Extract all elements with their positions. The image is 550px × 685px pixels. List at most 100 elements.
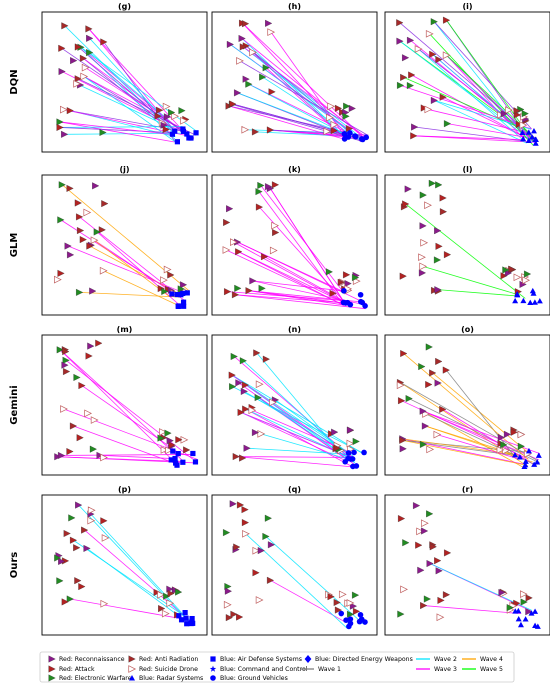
attack-line (81, 385, 179, 453)
red-unit-marker (399, 436, 407, 444)
red-unit-marker (439, 208, 448, 216)
legend-marker (129, 675, 135, 681)
red-unit-marker (86, 49, 94, 57)
red-unit-marker (429, 369, 437, 377)
red-unit-marker (330, 120, 339, 129)
red-unit-marker (519, 121, 528, 130)
blue-unit-marker (174, 139, 181, 145)
red-unit-marker (60, 105, 68, 114)
attack-line (240, 412, 348, 457)
blue-unit-marker (184, 621, 190, 627)
blue-unit-marker (350, 463, 356, 470)
red-unit-marker (251, 128, 260, 136)
attack-line (400, 382, 539, 462)
panel-k: (k) (211, 165, 378, 316)
panel-title: (p) (118, 485, 131, 494)
row-label: Ours (9, 552, 20, 579)
blue-unit-marker (515, 615, 522, 622)
attack-line (445, 369, 513, 454)
red-unit-marker (434, 557, 442, 565)
red-unit-marker (419, 262, 428, 271)
red-unit-marker (57, 269, 65, 277)
red-unit-marker (158, 605, 166, 613)
attack-line (59, 349, 173, 461)
legend-item: Red: Electronic Warfare (48, 674, 132, 682)
blue-unit-marker (520, 297, 527, 304)
panel-o: (o) (384, 325, 550, 476)
row-label: Gemini (9, 385, 20, 424)
red-unit-marker (443, 16, 451, 24)
attack-line (232, 104, 361, 142)
red-unit-marker (435, 181, 443, 189)
red-unit-marker (271, 181, 280, 189)
panel-frame (41, 494, 208, 636)
blue-unit-marker (529, 287, 536, 294)
attack-line (245, 45, 348, 141)
red-unit-marker (89, 445, 97, 453)
red-unit-marker (333, 444, 341, 452)
red-unit-marker (81, 526, 89, 534)
red-unit-marker (436, 613, 445, 622)
red-unit-marker (522, 276, 531, 285)
red-unit-marker (99, 266, 108, 275)
legend-label: Wave 5 (480, 666, 503, 673)
blue-unit-marker (190, 450, 196, 457)
red-unit-marker (524, 270, 532, 278)
red-unit-marker (67, 251, 75, 259)
attack-line (60, 219, 182, 298)
red-unit-marker (60, 405, 68, 413)
attack-line (78, 46, 178, 133)
red-unit-marker (400, 585, 408, 594)
blue-unit-marker (182, 609, 188, 616)
legend-item: Red: Attack (48, 665, 95, 673)
red-unit-marker (497, 433, 505, 441)
red-unit-marker (240, 387, 248, 395)
legend-item: Wave 5 (462, 666, 503, 673)
attack-line (236, 456, 352, 458)
red-unit-marker (334, 606, 343, 614)
red-unit-marker (66, 447, 74, 456)
panel-frame (384, 494, 550, 636)
red-unit-marker (175, 588, 183, 596)
blue-unit-marker (170, 448, 176, 454)
legend-item: Red: Suicide Drone (128, 665, 198, 673)
attack-line (259, 206, 347, 305)
red-unit-marker (237, 408, 245, 416)
red-unit-marker (61, 130, 69, 138)
red-unit-marker (61, 598, 69, 606)
red-unit-marker (74, 199, 82, 207)
red-unit-marker (254, 394, 262, 402)
red-unit-marker (348, 104, 356, 112)
attack-line (232, 386, 367, 456)
red-unit-marker (267, 28, 276, 37)
red-unit-marker (419, 407, 427, 415)
red-unit-marker (239, 454, 247, 462)
red-unit-marker (517, 442, 525, 450)
legend-label: Blue: Directed Energy Weapons (315, 656, 413, 663)
panel-p: (p) (41, 485, 208, 636)
attack-line (99, 454, 170, 459)
red-unit-marker (163, 592, 171, 600)
red-unit-marker (265, 183, 273, 191)
red-unit-marker (426, 445, 435, 454)
red-unit-marker (73, 79, 82, 88)
red-unit-marker (222, 246, 231, 254)
red-unit-marker (397, 81, 405, 89)
attack-line (231, 374, 363, 454)
attack-line (446, 19, 534, 142)
red-unit-marker (89, 287, 97, 295)
red-unit-marker (225, 614, 233, 622)
red-unit-marker (74, 75, 82, 83)
red-unit-marker (162, 126, 170, 134)
blue-unit-marker (172, 455, 178, 462)
legend-item: Wave 4 (462, 656, 503, 663)
red-unit-marker (90, 416, 99, 424)
legend-label: Blue: Air Defense Systems (220, 656, 302, 663)
red-unit-marker (163, 113, 171, 121)
panel-frame (384, 334, 550, 476)
attack-line (61, 454, 192, 456)
red-unit-marker (85, 25, 93, 33)
attack-line (413, 135, 524, 141)
red-unit-marker (439, 93, 447, 101)
red-unit-marker (444, 549, 452, 557)
